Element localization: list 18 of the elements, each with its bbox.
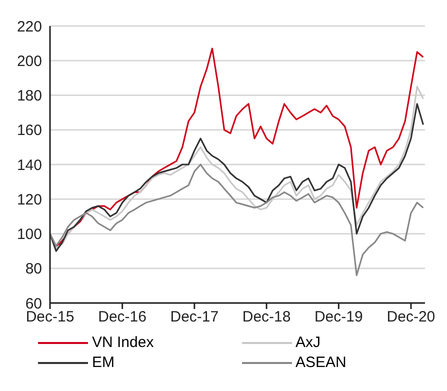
line-series	[50, 164, 424, 276]
x-tick-label: Dec-16	[98, 308, 146, 326]
x-tick-label: Dec-17	[170, 308, 219, 326]
y-tick-label: 100	[16, 226, 42, 244]
y-tick-label: 180	[16, 88, 42, 105]
legend-label: VN Index	[92, 333, 154, 353]
x-tick-label: Dec-18	[242, 308, 291, 326]
y-tick-label: 160	[16, 122, 42, 140]
y-tick-label: 140	[16, 156, 42, 174]
y-tick-label: 200	[16, 52, 42, 70]
y-tick-label: 220	[16, 18, 42, 36]
legend-label: AxJ	[296, 333, 321, 353]
y-tick-label: 80	[25, 260, 42, 278]
legend-label: EM	[92, 353, 114, 373]
x-tick-label: Dec-19	[314, 308, 363, 326]
x-tick-label: Dec-20	[386, 308, 436, 326]
legend-label: ASEAN	[296, 353, 346, 373]
y-tick-label: 120	[16, 191, 42, 208]
